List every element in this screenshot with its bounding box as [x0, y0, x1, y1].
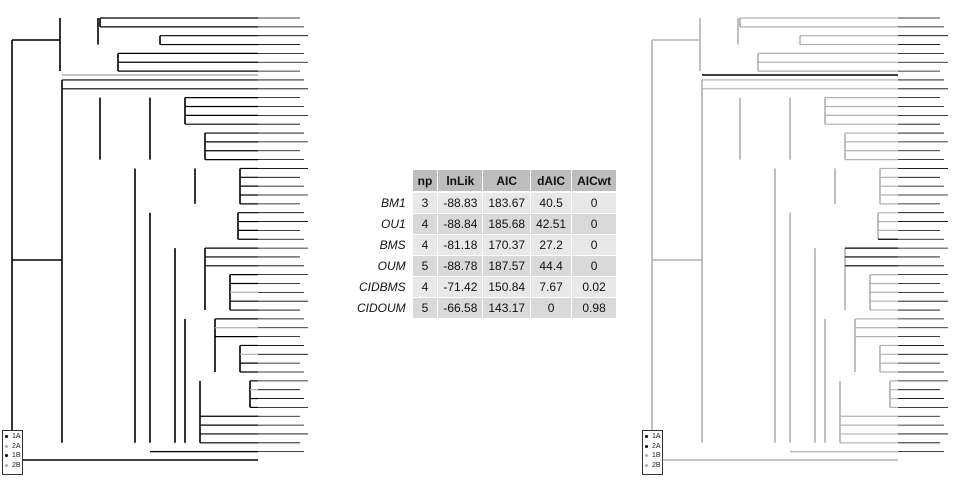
legend-label: 1B: [652, 452, 661, 459]
legend-label: 2B: [652, 461, 661, 469]
table-cell: -71.42: [437, 276, 484, 298]
row-model-name: BM1: [352, 192, 413, 214]
table-cell: 7.67: [530, 276, 573, 298]
table-cell: 4: [412, 276, 439, 298]
legend-label: 1A: [12, 433, 21, 440]
legend-left: 1A 2A 1B 2B: [2, 430, 23, 475]
table-cell: 185.68: [482, 213, 532, 235]
row-model-name: OUM: [352, 255, 413, 277]
legend-item: 2A: [5, 442, 22, 452]
table-row: OUM 5 -88.78 187.57 44.4 0: [352, 255, 618, 277]
row-model-name: CIDBMS: [352, 276, 413, 298]
legend-label: 1B: [12, 452, 21, 459]
table-cell: 170.37: [482, 234, 532, 256]
model-comparison-table: np lnLik AIC dAIC AICwt BM1 3 -88.83 183.67…: [352, 170, 618, 319]
legend-item: 2B: [645, 461, 662, 471]
table-cell: -66.58: [437, 297, 484, 319]
table-body: BM1 3 -88.83 183.67 40.5 0 OU1 4 -88.84 185.68 42.…: [352, 192, 618, 319]
legend-dot-icon: [645, 444, 648, 448]
legend-dot-icon: [645, 454, 648, 458]
table-row: CIDOUM 5 -66.58 143.17 0 0.98: [352, 297, 618, 319]
table-cell: 44.4: [530, 255, 573, 277]
phylogeny-right: [651, 17, 948, 461]
table-cell: 0: [571, 234, 618, 256]
table-cell: 4: [412, 234, 439, 256]
legend-item: 1B: [645, 451, 662, 461]
table-row: OU1 4 -88.84 185.68 42.51 0: [352, 213, 618, 235]
table-cell: 0: [571, 192, 618, 214]
table-cell: -88.84: [437, 213, 484, 235]
table-row: CIDBMS 4 -71.42 150.84 7.67 0.02: [352, 276, 618, 298]
legend-label: 2A: [12, 442, 21, 450]
row-model-name: CIDOUM: [352, 297, 413, 319]
row-model-name: OU1: [352, 213, 413, 235]
header-corner: [352, 170, 413, 193]
header-daic: dAIC: [530, 170, 573, 193]
table-cell: 5: [412, 297, 439, 319]
legend-item: 1B: [5, 451, 22, 461]
row-model-name: BMS: [352, 234, 413, 256]
table-cell: -81.18: [437, 234, 484, 256]
phylogeny-left: [11, 17, 308, 461]
table-cell: -88.83: [437, 192, 484, 214]
table-row: BMS 4 -81.18 170.37 27.2 0: [352, 234, 618, 256]
legend-label: 1A: [652, 433, 661, 440]
table-cell: 42.51: [530, 213, 573, 235]
legend-dot-icon: [645, 435, 648, 439]
legend-item: 1A: [645, 432, 662, 442]
legend-dot-icon: [5, 463, 8, 467]
legend-label: 2B: [12, 461, 21, 469]
legend-item: 2B: [5, 461, 22, 471]
table-cell: 187.57: [482, 255, 532, 277]
table-cell: 4: [412, 213, 439, 235]
legend-item: 2A: [645, 442, 662, 452]
table-cell: 3: [412, 192, 439, 214]
table-cell: 40.5: [530, 192, 573, 214]
table-cell: 0: [571, 213, 618, 235]
table-row: BM1 3 -88.83 183.67 40.5 0: [352, 192, 618, 214]
legend-item: 1A: [5, 432, 22, 442]
table-cell: -88.78: [437, 255, 484, 277]
header-np: np: [412, 170, 439, 193]
legend-dot-icon: [5, 444, 8, 448]
table-cell: 0.98: [571, 297, 618, 319]
table-cell: 27.2: [530, 234, 573, 256]
table-header-row: np lnLik AIC dAIC AICwt: [352, 170, 618, 193]
legend-dot-icon: [645, 463, 648, 467]
legend-label: 2A: [652, 442, 661, 450]
legend-dot-icon: [5, 435, 8, 439]
header-aicwt: AICwt: [571, 170, 618, 193]
table-cell: 0.02: [571, 276, 618, 298]
legend-dot-icon: [5, 454, 8, 458]
table-cell: 143.17: [482, 297, 532, 319]
table-cell: 0: [530, 297, 573, 319]
table-cell: 150.84: [482, 276, 532, 298]
table-cell: 183.67: [482, 192, 532, 214]
table-cell: 5: [412, 255, 439, 277]
header-lnlik: lnLik: [437, 170, 484, 193]
table-cell: 0: [571, 255, 618, 277]
legend-right: 1A 2A 1B 2B: [642, 430, 663, 475]
header-aic: AIC: [482, 170, 532, 193]
